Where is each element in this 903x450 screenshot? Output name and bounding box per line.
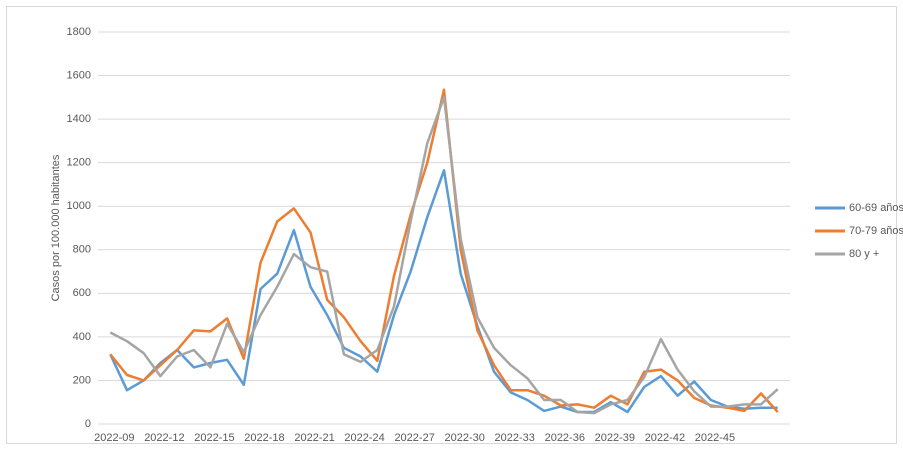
x-tick-label: 2022-24 [344,432,384,444]
x-tick-label: 2022-15 [194,432,234,444]
x-tick-label: 2022-12 [144,432,184,444]
y-axis-label: Casos por 100.000 habitantes [50,154,62,301]
legend-label: 70-79 años [849,225,903,237]
y-tick-label: 600 [73,287,91,299]
x-tick-label: 2022-09 [94,432,134,444]
y-tick-label: 0 [85,418,91,430]
y-tick-label: 400 [73,331,91,343]
x-tick-label: 2022-39 [595,432,635,444]
series-line [109,96,779,415]
x-tick-label: 2022-30 [444,432,484,444]
legend-label: 60-69 años [849,202,903,214]
x-tick-label: 2022-42 [645,432,685,444]
y-tick-label: 1800 [67,26,91,38]
y-tick-label: 1600 [67,69,91,81]
legend-label: 80 y + [849,248,879,260]
x-tick-label: 2022-36 [545,432,585,444]
y-tick-label: 200 [73,374,91,386]
y-tick-label: 1400 [67,113,91,125]
y-tick-label: 800 [73,244,91,256]
x-tick-label: 2022-27 [394,432,434,444]
series-line [109,169,778,414]
y-tick-label: 1000 [67,200,91,212]
x-tick-label: 2022-45 [695,432,735,444]
x-tick-label: 2022-18 [244,432,284,444]
x-tick-label: 2022-33 [495,432,535,444]
x-tick-label: 2022-21 [294,432,334,444]
chart-border [6,6,897,444]
series-line [109,88,779,413]
y-tick-label: 1200 [67,157,91,169]
